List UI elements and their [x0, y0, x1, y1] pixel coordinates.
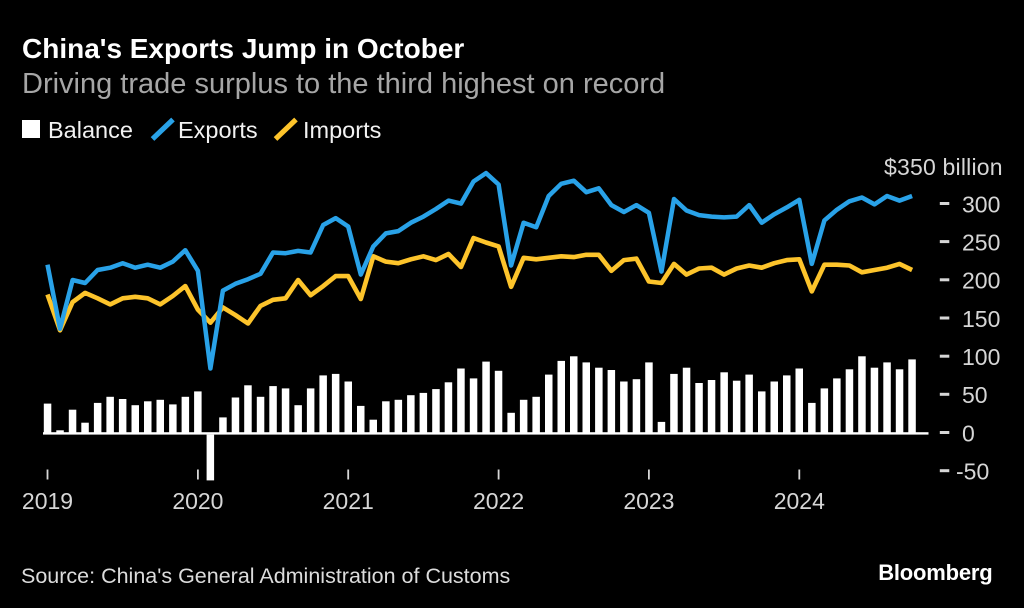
svg-text:2023: 2023	[623, 488, 674, 514]
svg-text:200: 200	[962, 268, 1000, 294]
svg-text:2022: 2022	[473, 488, 524, 514]
svg-text:250: 250	[962, 230, 1000, 256]
svg-text:100: 100	[962, 344, 1000, 370]
svg-text:2024: 2024	[774, 488, 825, 514]
svg-text:2020: 2020	[172, 488, 223, 514]
svg-text:150: 150	[962, 306, 1000, 332]
svg-text:-50: -50	[956, 459, 989, 485]
svg-text:300: 300	[962, 191, 1000, 217]
svg-text:2021: 2021	[323, 488, 374, 514]
svg-text:2019: 2019	[22, 488, 73, 514]
svg-text:$350 billion: $350 billion	[884, 154, 1003, 180]
svg-text:0: 0	[962, 420, 975, 446]
svg-text:50: 50	[962, 382, 988, 408]
